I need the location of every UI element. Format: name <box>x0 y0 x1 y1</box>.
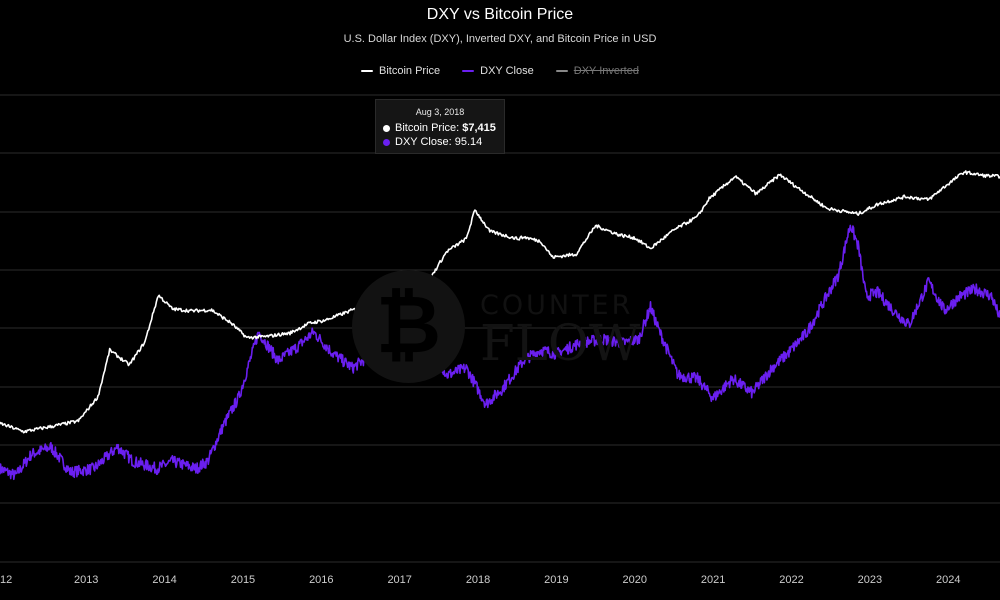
x-tick-label: 2014 <box>152 574 176 586</box>
legend: Bitcoin Price DXY Close DXY Inverted <box>0 65 1000 77</box>
series-line-dxy-close[interactable] <box>0 224 1000 481</box>
chart-subtitle: U.S. Dollar Index (DXY), Inverted DXY, a… <box>343 33 657 45</box>
x-tick-label: 2018 <box>466 574 490 586</box>
x-tick-label: 2021 <box>701 574 725 586</box>
tooltip-date: Aug 3, 2018 <box>415 107 465 117</box>
legend-item-dxy-inverted[interactable]: DXY Inverted <box>555 65 639 77</box>
x-tick-label: 2016 <box>309 574 333 586</box>
x-tick-label: 2020 <box>623 574 647 586</box>
watermark-text-top: COUNTER <box>480 290 634 321</box>
legend-swatch-dxy <box>462 70 475 72</box>
legend-label: DXY Inverted <box>573 65 639 77</box>
tooltip-btc-label: Bitcoin Price: <box>395 122 463 134</box>
x-axis: 12 2013 2014 2015 2016 2017 2018 2019 2020 2021 20… <box>0 574 961 586</box>
bitcoin-icon: ₿ <box>375 278 442 371</box>
series-layer[interactable] <box>0 170 1000 481</box>
tooltip-row-dxy: DXY Close: 95.14 <box>383 136 482 148</box>
legend-label: Bitcoin Price <box>379 65 441 77</box>
tooltip-dot-btc <box>383 124 390 132</box>
x-tick-label: 2023 <box>858 574 882 586</box>
x-tick-label: 2019 <box>544 574 568 586</box>
x-tick-label: 2022 <box>779 574 803 586</box>
legend-swatch-dxy-inverted <box>555 70 568 72</box>
watermark-text-bottom: FLOW <box>480 314 641 372</box>
legend-swatch-bitcoin <box>361 70 373 72</box>
tooltip: Aug 3, 2018 Bitcoin Price: $7,415 DXY Cl… <box>375 99 505 154</box>
x-tick-label: 12 <box>0 574 12 586</box>
grid-layer <box>0 94 1000 563</box>
tooltip-row-btc: Bitcoin Price: $7,415 <box>383 122 496 134</box>
legend-item-dxy-close[interactable]: DXY Close <box>462 65 534 77</box>
legend-label: DXY Close <box>480 65 534 77</box>
chart-title: DXY vs Bitcoin Price <box>426 6 574 23</box>
watermark-coin-icon: ₿ <box>352 270 465 383</box>
x-tick-label: 2015 <box>231 574 255 586</box>
tooltip-dxy-label: DXY Close: <box>395 136 455 148</box>
x-tick-label: 2013 <box>74 574 98 586</box>
x-tick-label: 2024 <box>936 574 960 586</box>
tooltip-btc-value: $7,415 <box>462 122 496 134</box>
x-tick-label: 2017 <box>387 574 411 586</box>
legend-item-bitcoin-price[interactable]: Bitcoin Price <box>361 65 440 77</box>
series-line-bitcoin-price[interactable] <box>0 170 1000 434</box>
tooltip-dxy-value: 95.14 <box>454 136 483 148</box>
tooltip-dot-dxy <box>383 138 390 146</box>
watermark: ₿ COUNTER FLOW <box>352 270 662 385</box>
